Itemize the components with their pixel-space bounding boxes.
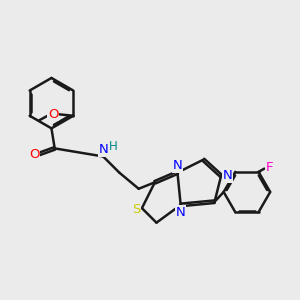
Text: O: O [48, 108, 58, 121]
Text: S: S [132, 203, 140, 216]
Text: N: N [223, 169, 232, 182]
Text: F: F [266, 160, 274, 173]
Text: O: O [29, 148, 39, 161]
Text: N: N [176, 206, 186, 218]
Text: H: H [109, 140, 118, 153]
Text: N: N [98, 143, 108, 157]
Text: N: N [172, 159, 182, 172]
